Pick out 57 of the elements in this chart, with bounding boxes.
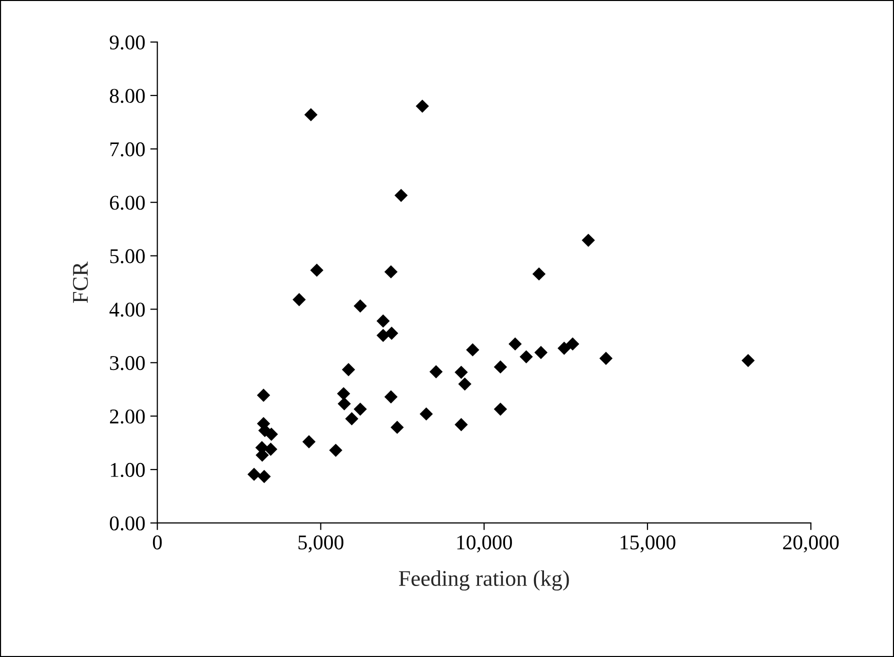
point	[742, 354, 755, 368]
point	[390, 420, 404, 434]
point	[508, 337, 522, 351]
x-tick-label: 0	[152, 535, 162, 550]
point	[558, 342, 571, 355]
point	[264, 428, 278, 441]
point	[310, 264, 324, 277]
point	[338, 397, 351, 410]
y-tick-label: 8.00	[110, 88, 145, 104]
y-tick-label: 0.00	[110, 516, 145, 530]
x-tick-label: 20,000	[783, 535, 839, 552]
point	[454, 418, 468, 432]
point	[376, 314, 390, 328]
y-tick-label: 5.00	[110, 249, 145, 264]
y-tick-label: 9.00	[110, 35, 145, 50]
point	[342, 363, 356, 376]
point	[394, 188, 408, 202]
x-axis-title: Feeding ration (kg)	[398, 570, 569, 591]
point	[454, 366, 468, 379]
point	[292, 293, 306, 306]
point	[534, 346, 548, 360]
point	[416, 100, 429, 113]
point	[256, 388, 270, 402]
x-tick-label: 5,000	[298, 535, 344, 552]
y-tick-label: 4.00	[109, 302, 145, 317]
point	[384, 265, 398, 278]
point	[532, 267, 546, 281]
y-tick-label: 1.00	[110, 462, 145, 478]
point	[494, 360, 508, 374]
point	[458, 377, 472, 391]
point	[354, 299, 367, 313]
point	[466, 343, 480, 356]
point	[582, 234, 595, 247]
point	[264, 442, 278, 456]
y-tick-label: 2.00	[110, 409, 145, 424]
x-tick-label: 10,000	[457, 535, 512, 552]
point	[599, 352, 613, 365]
point	[302, 435, 316, 448]
point	[337, 387, 350, 400]
y-tick-label: 3.00	[110, 356, 145, 370]
point	[494, 402, 508, 416]
point	[258, 470, 271, 484]
y-axis-title: FCR	[72, 262, 88, 303]
point	[354, 402, 367, 416]
y-tick-label: 7.00	[110, 142, 145, 156]
point	[345, 412, 358, 426]
x-tick-label: 15,000	[620, 535, 676, 552]
point	[420, 407, 433, 421]
point	[304, 108, 318, 122]
point	[429, 365, 443, 378]
point	[384, 390, 398, 404]
point	[385, 326, 398, 340]
point	[566, 337, 580, 351]
y-tick-label: 6.00	[110, 196, 145, 210]
point	[329, 444, 342, 457]
point	[520, 350, 533, 364]
point	[247, 468, 261, 481]
